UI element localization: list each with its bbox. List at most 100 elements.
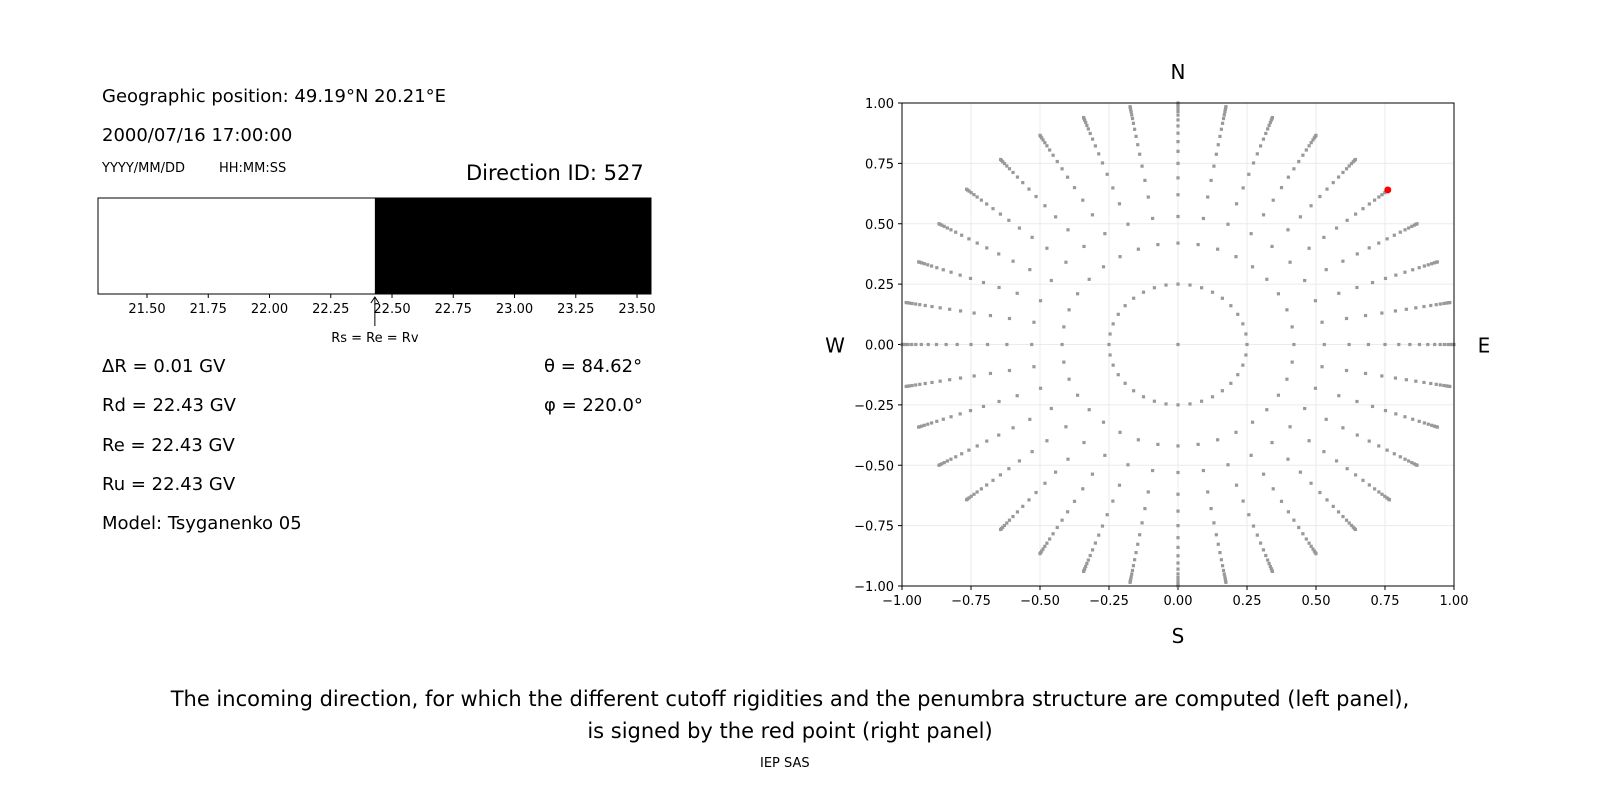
direction-point [1393, 376, 1398, 380]
x-tick-label: 23.50 [618, 302, 655, 317]
direction-point [969, 494, 973, 498]
direction-point [1188, 283, 1192, 287]
geo-position: Geographic position: 49.19°N 20.21°E [102, 86, 447, 107]
direction-point [1136, 143, 1140, 147]
direction-point [1048, 148, 1052, 152]
direction-point [1347, 164, 1351, 168]
direction-point [1045, 439, 1049, 443]
direction-point [1446, 342, 1450, 347]
direction-point [1129, 575, 1133, 579]
direction-point [1176, 554, 1180, 558]
direction-point [1141, 290, 1146, 294]
direction-point [1345, 218, 1349, 222]
direction-point [1311, 138, 1315, 142]
direction-point [1220, 296, 1224, 300]
direction-point [998, 473, 1003, 477]
direction-point [1341, 426, 1345, 430]
direction-point [1244, 332, 1248, 336]
direction-point [1136, 542, 1140, 546]
direction-point [1221, 116, 1226, 121]
direction-point [1404, 378, 1408, 382]
direction-point [955, 342, 959, 347]
direction-point [942, 224, 946, 229]
direction-point [1007, 167, 1012, 171]
direction-point [1344, 368, 1349, 373]
direction-point [930, 264, 934, 268]
direction-point [1251, 161, 1256, 165]
direction-point [1126, 222, 1130, 226]
direction-point [1261, 472, 1266, 476]
direction-point [1196, 243, 1200, 247]
direction-point [1007, 218, 1011, 222]
direction-point [1244, 353, 1248, 357]
direction-point [1128, 105, 1132, 109]
direction-point [1116, 373, 1120, 377]
direction-point [1176, 282, 1180, 286]
caption-line1: The incoming direction, for which the di… [170, 687, 1410, 711]
direction-point [1322, 342, 1326, 347]
direction-point [1176, 118, 1180, 122]
direction-point [1086, 558, 1090, 562]
direction-point [1043, 544, 1047, 548]
direction-point [968, 276, 973, 281]
direction-point [910, 383, 914, 388]
direction-point [1015, 291, 1019, 295]
direction-point [1414, 306, 1418, 310]
y-tick-label: 0.75 [865, 157, 894, 172]
direction-point [949, 228, 953, 232]
direction-point [1138, 533, 1142, 537]
direction-point [1285, 308, 1289, 312]
direction-point [949, 270, 953, 274]
direction-point [1064, 425, 1068, 429]
direction-point [1130, 568, 1135, 573]
direction-point [1084, 120, 1088, 125]
direction-point [1247, 172, 1251, 176]
direction-point [1216, 438, 1220, 442]
direction-point [1111, 322, 1115, 326]
direction-point [1353, 212, 1358, 216]
direction-point [1394, 273, 1398, 277]
x-tick-label: −0.25 [1089, 594, 1129, 609]
direction-point [1176, 567, 1180, 571]
direction-point [1318, 490, 1322, 495]
direction-point [1268, 120, 1272, 125]
direction-point [1176, 104, 1180, 108]
direction-point [985, 202, 989, 206]
direction-point [1322, 235, 1326, 239]
direction-point [1220, 564, 1225, 568]
direction-point [1442, 301, 1446, 306]
direction-point [1298, 215, 1303, 219]
direction-point [1383, 276, 1388, 281]
direction-point [1206, 490, 1210, 494]
direction-point [1345, 467, 1349, 471]
direction-point [1176, 214, 1180, 219]
direction-point [904, 300, 908, 305]
direction-point [1412, 462, 1416, 466]
direction-point [1267, 123, 1271, 128]
direction-point [1038, 299, 1043, 303]
direction-point [1288, 425, 1292, 429]
direction-point [1403, 228, 1407, 232]
direction-point [1176, 524, 1180, 528]
direction-point [1130, 116, 1135, 121]
direction-point [1249, 453, 1253, 457]
direction-point [1007, 368, 1012, 373]
direction-point [1085, 561, 1089, 566]
direction-point [1097, 152, 1101, 156]
x-tick-label: 0.25 [1233, 594, 1262, 609]
theta-value: θ = 84.62° [544, 356, 643, 377]
direction-point [1087, 277, 1091, 281]
direction-point [1363, 313, 1368, 318]
direction-point [1066, 510, 1070, 514]
direction-point [1221, 568, 1226, 573]
direction-point [1355, 399, 1359, 404]
direction-point [1164, 402, 1168, 406]
direction-point [1199, 286, 1204, 290]
direction-point [997, 433, 1001, 437]
bar-segment-forbidden [374, 198, 651, 294]
direction-point [1143, 178, 1147, 182]
direction-point [954, 230, 958, 234]
direction-point [1129, 577, 1133, 582]
bar-segment-allowed [98, 198, 375, 294]
